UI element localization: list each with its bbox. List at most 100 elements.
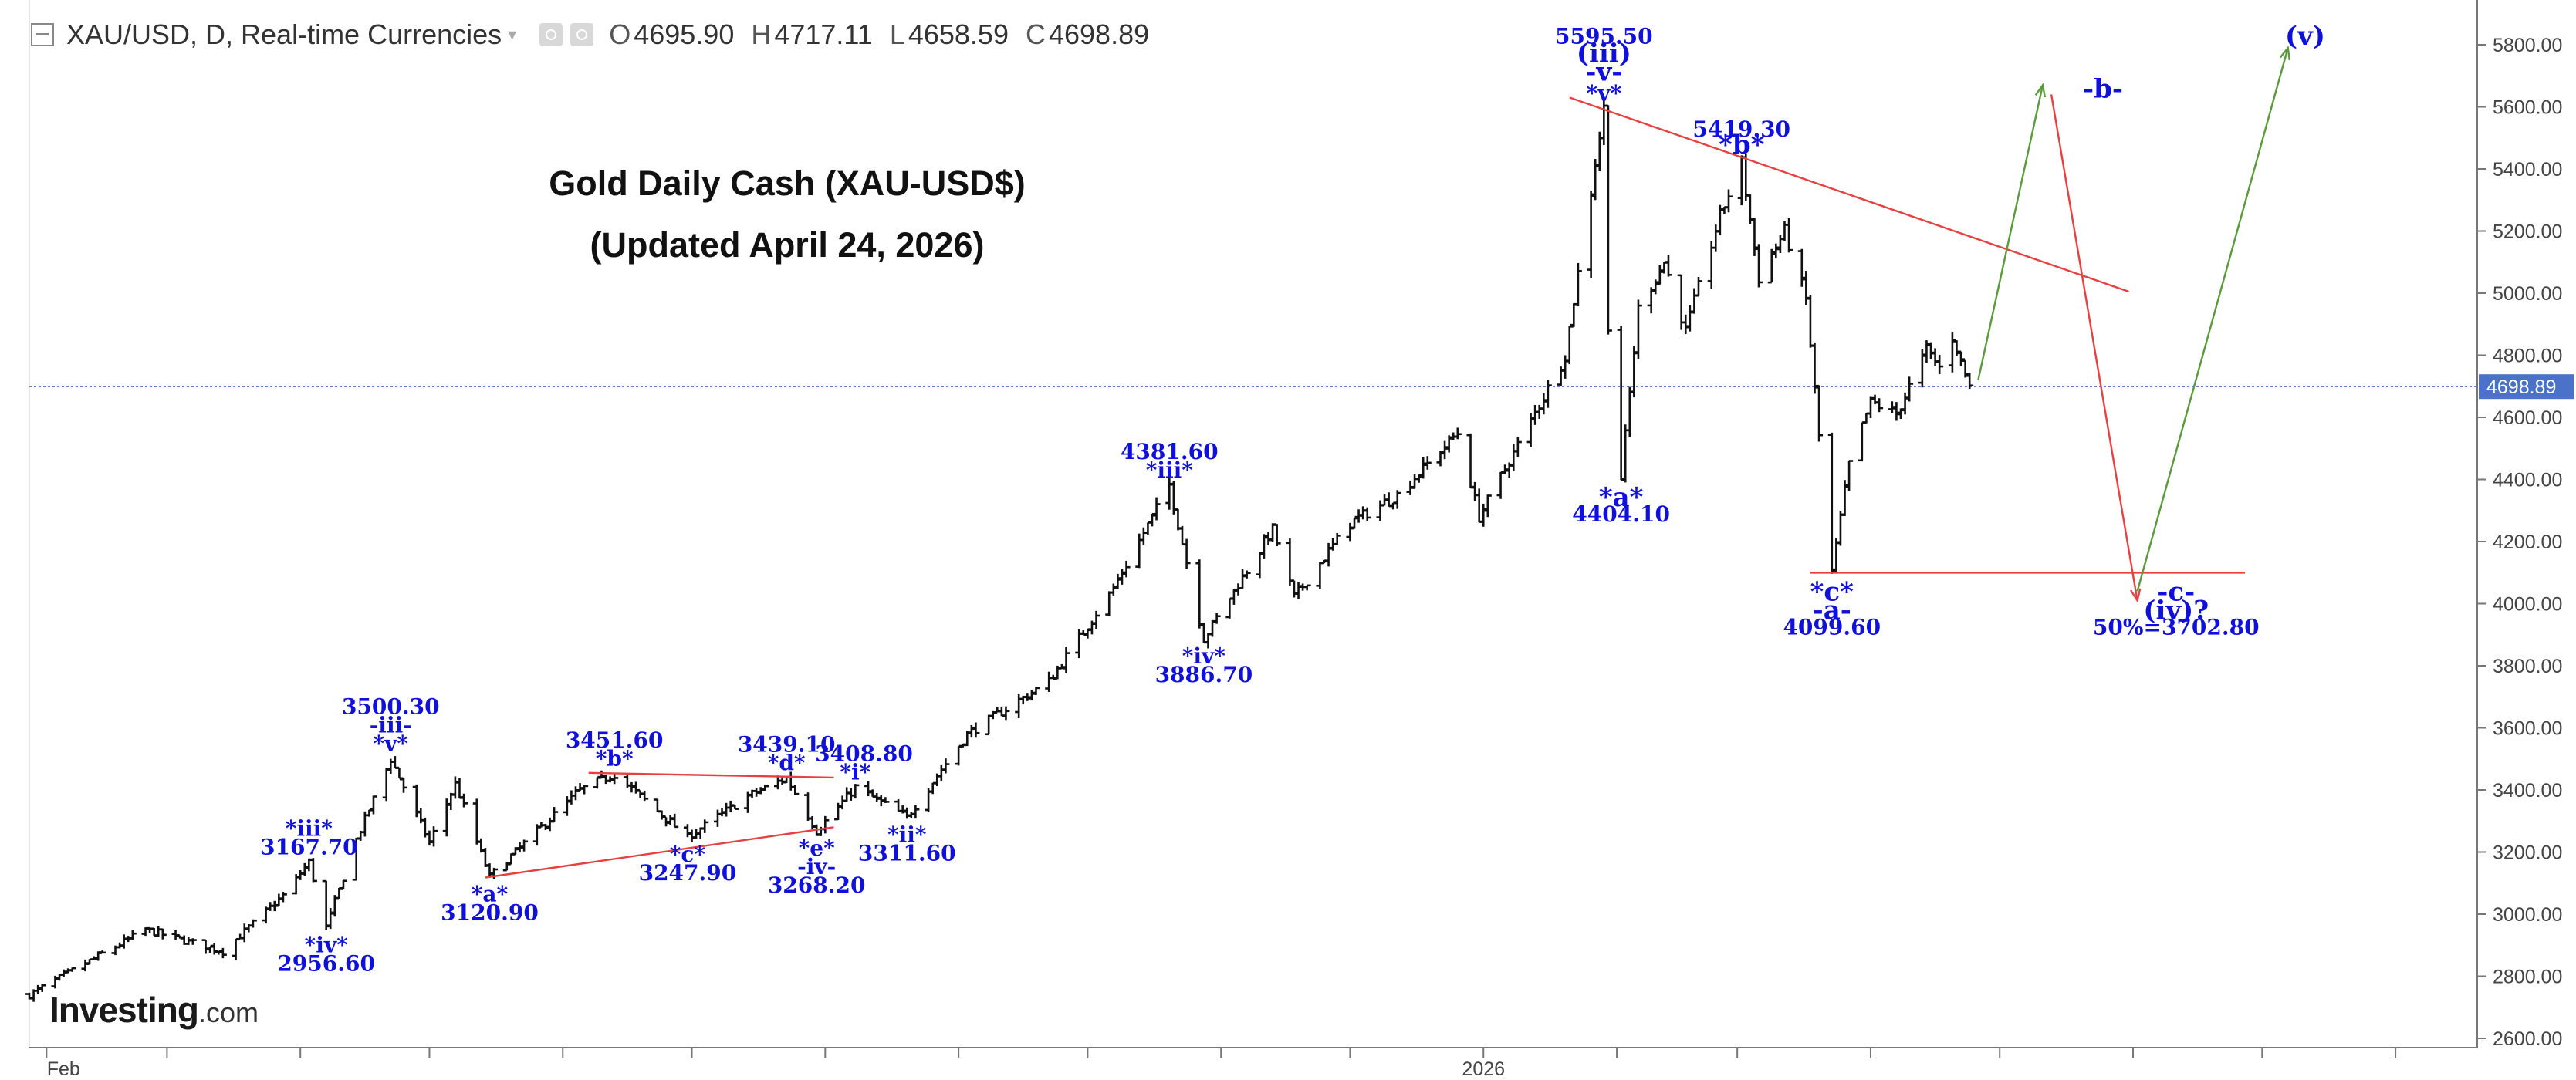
candle	[606, 776, 614, 783]
projection-arrow-head	[2129, 588, 2142, 603]
candle	[1505, 462, 1513, 478]
candle	[580, 785, 589, 795]
projection-arrow	[2050, 94, 2138, 601]
candle	[1212, 613, 1221, 624]
candle	[911, 805, 920, 819]
candle	[1815, 384, 1824, 442]
candle	[1574, 262, 1582, 307]
candle	[1363, 507, 1371, 521]
candle	[761, 784, 769, 791]
gear-icon[interactable]	[570, 23, 594, 46]
candle	[1023, 693, 1032, 701]
candle	[382, 768, 390, 802]
wave-label: 5595.50	[1555, 23, 1653, 49]
candle	[365, 808, 374, 817]
candle	[1587, 191, 1595, 279]
trendline	[485, 826, 834, 879]
candle	[1273, 524, 1281, 547]
wave-label: 2956.60	[277, 950, 375, 976]
candle	[1591, 159, 1600, 201]
candle	[898, 805, 907, 814]
y-tick-label: 5400.00	[2493, 159, 2562, 181]
wave-label: *iii*	[286, 816, 333, 842]
wave-label: *iii*	[1146, 457, 1194, 483]
candle	[1062, 647, 1070, 673]
projection-arrow	[2136, 47, 2289, 592]
candle	[1655, 265, 1664, 285]
wave-label: *v*	[373, 731, 408, 757]
wave-label: 5419.30	[1692, 116, 1790, 142]
wave-label: *a*	[472, 881, 509, 906]
wave-label: 3408.80	[815, 741, 913, 766]
collapse-icon[interactable]	[31, 23, 54, 46]
projection-arrow-head	[2279, 46, 2290, 61]
candle	[1114, 573, 1122, 589]
candle	[128, 930, 137, 940]
candle	[339, 879, 347, 890]
projection-arrow-head	[2034, 83, 2047, 98]
candle	[1092, 610, 1100, 629]
candle	[662, 816, 671, 827]
wave-label: 4381.60	[1121, 439, 1219, 464]
candle	[1239, 569, 1247, 589]
high-value: 4717.11	[774, 19, 873, 50]
investing-logo: Investing.com	[49, 989, 259, 1031]
candle	[511, 847, 519, 856]
candle	[791, 785, 800, 795]
chart-grid	[29, 0, 2477, 1048]
candle	[1148, 512, 1156, 527]
candle	[300, 862, 309, 876]
candle	[1526, 413, 1535, 447]
candle	[1918, 349, 1926, 388]
wave-label: 3451.60	[566, 727, 664, 753]
y-tick-label: 3400.00	[2493, 780, 2562, 802]
symbol-label[interactable]: XAU/USD, D, Real-time Currencies	[66, 19, 502, 50]
x-tick-label: Feb	[47, 1058, 80, 1080]
y-tick-label: 3800.00	[2493, 656, 2562, 677]
wave-label: 3268.20	[768, 872, 866, 898]
chart-subtitle: (Updated April 24, 2026)	[590, 225, 985, 265]
candle	[1841, 480, 1849, 516]
wave-label: *c*	[1810, 576, 1854, 607]
last-price-tag	[2479, 374, 2574, 400]
candle	[1565, 326, 1574, 365]
candle	[1303, 584, 1311, 591]
candle	[1256, 552, 1264, 579]
candle	[1483, 494, 1492, 518]
candle	[1436, 451, 1445, 467]
candle	[1772, 243, 1780, 259]
candle	[1866, 396, 1875, 418]
wave-label: *b*	[1719, 130, 1765, 160]
wave-label: (iv)?	[2143, 595, 2209, 626]
settings-icon[interactable]	[539, 23, 563, 46]
candle	[941, 758, 950, 774]
chevron-down-icon[interactable]: ▾	[508, 25, 517, 44]
candle	[1057, 663, 1066, 670]
candle	[1617, 326, 1625, 481]
candle	[881, 797, 890, 803]
wave-label: *c*	[670, 842, 706, 867]
logo-brand: Investing	[49, 990, 199, 1030]
wave-label: *iv*	[1182, 643, 1226, 669]
candle	[1905, 376, 1914, 402]
candle	[1810, 342, 1819, 394]
candle	[1513, 437, 1522, 457]
candle	[1827, 432, 1836, 574]
wave-label: -b-	[2083, 74, 2123, 105]
candle	[1785, 218, 1793, 253]
candle	[1441, 440, 1449, 460]
y-tick-label: 3600.00	[2493, 718, 2562, 740]
candle	[1896, 408, 1905, 420]
y-tick-label: 4800.00	[2493, 346, 2562, 367]
candle	[430, 826, 438, 847]
candle	[1109, 583, 1117, 596]
wave-label: 4404.10	[1572, 501, 1670, 527]
candle	[399, 778, 407, 793]
y-tick-label: 2800.00	[2493, 967, 2562, 988]
y-tick-label: 5200.00	[2493, 221, 2562, 243]
candle	[1651, 279, 1660, 295]
wave-label: 50%=3702.80	[2093, 614, 2260, 640]
candle	[1152, 497, 1161, 521]
y-tick-label: 4000.00	[2493, 594, 2562, 616]
